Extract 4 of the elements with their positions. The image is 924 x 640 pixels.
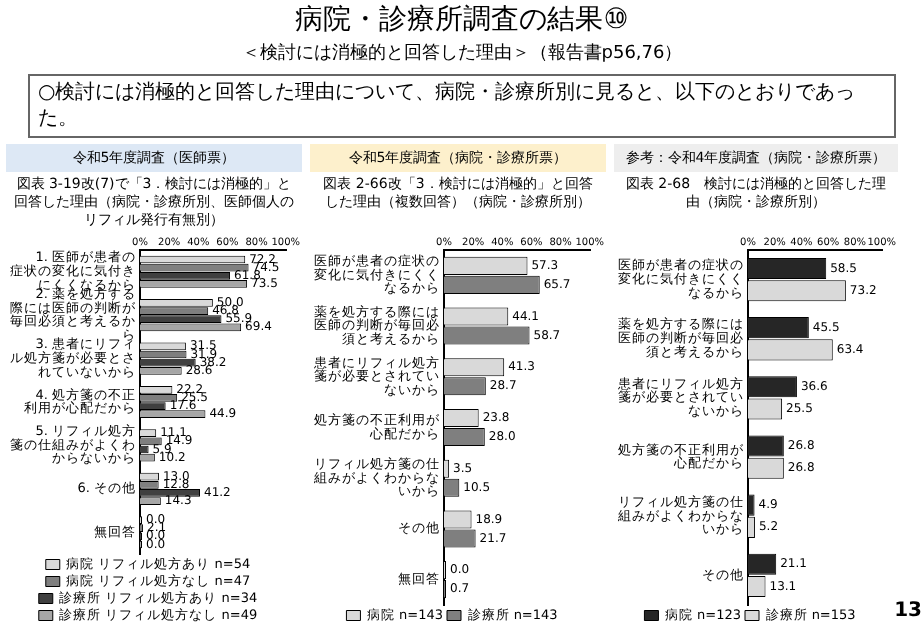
text: ○検討には消極的と回答した理由について、病院・診療所別に見ると、以下のとおりであった。 — [28, 74, 896, 138]
text: ＜検討には消極的と回答した理由＞（報告書p56,76） — [239, 41, 685, 66]
text: 13 — [894, 600, 922, 622]
text: 病院・診療所調査の結果⑩ — [293, 2, 631, 38]
